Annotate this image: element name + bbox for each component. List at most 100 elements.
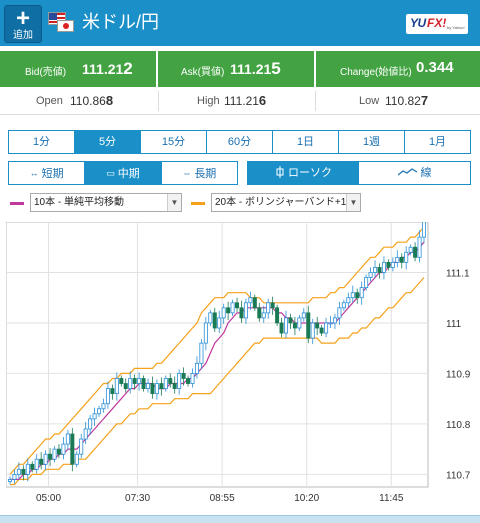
candle-body <box>88 418 93 430</box>
period-1day[interactable]: 1日 <box>273 131 339 153</box>
bid-panel[interactable]: Bid(売値) 111.212 <box>0 51 156 87</box>
term-medium[interactable]: ▭ 中期 <box>85 162 162 184</box>
indicator-bb: 20本 - ボリンジャーバンド+1 ▼ <box>191 193 361 213</box>
candle-body <box>283 317 288 334</box>
candle-body <box>359 287 364 299</box>
period-1min[interactable]: 1分 <box>9 131 75 153</box>
indicator-ma: 10本 - 単純平均移動 ▼ <box>10 193 182 213</box>
candle-body <box>408 246 413 253</box>
candle-body <box>266 302 271 314</box>
candle-body <box>150 383 155 395</box>
bb-lower-line <box>10 277 425 486</box>
candle-body <box>257 307 262 319</box>
add-button-label: 追加 <box>13 30 33 41</box>
low-cell: Low 110.827 <box>317 87 480 114</box>
period-1week[interactable]: 1週 <box>339 131 405 153</box>
plus-icon: + <box>15 5 30 32</box>
candle-body <box>235 302 240 309</box>
chart-type-selector: ローソク 線 <box>247 161 471 185</box>
candle-body <box>377 267 382 273</box>
candle-body <box>315 322 320 329</box>
x-tick-label: 10:20 <box>294 493 319 504</box>
line-icon <box>397 168 417 176</box>
candle-body <box>119 378 124 384</box>
ma-select[interactable]: 10本 - 単純平均移動 ▼ <box>30 193 182 212</box>
candle-body <box>332 317 337 324</box>
high-label: High <box>197 95 220 107</box>
bb-select[interactable]: 20本 - ボリンジャーバンド+1 ▼ <box>211 193 361 212</box>
candle-body <box>65 433 70 445</box>
candle-body <box>159 383 164 389</box>
period-1month[interactable]: 1月 <box>428 136 447 148</box>
change-label: Change(始値比) <box>340 67 412 78</box>
candle-body <box>186 378 191 384</box>
candle-body <box>328 322 333 325</box>
period-5min[interactable]: 5分 <box>75 131 141 153</box>
candle-body <box>145 383 150 389</box>
candle-body <box>56 448 61 455</box>
bid-label: Bid(売値) <box>25 67 67 78</box>
candle-body <box>381 261 386 273</box>
ask-label: Ask(買値) <box>181 67 225 78</box>
candle-body <box>355 292 360 299</box>
candle-body <box>181 373 186 379</box>
candle-body <box>386 261 391 268</box>
candle-body <box>168 378 173 384</box>
chart-type-candle[interactable]: ローソク <box>248 162 359 184</box>
x-tick-label: 05:00 <box>36 493 61 504</box>
candle-body <box>16 468 21 475</box>
ma-swatch <box>10 202 24 205</box>
period-15min[interactable]: 15分 <box>141 131 207 153</box>
plot-area <box>6 222 429 488</box>
term-long[interactable]: ⇔ 長期 <box>162 162 237 184</box>
candle-body <box>52 448 57 460</box>
candle-body <box>230 302 235 314</box>
candle-body <box>399 256 404 263</box>
high-value: 111.216 <box>224 93 267 108</box>
y-tick-label: 110.9 <box>446 369 471 380</box>
candle-body <box>194 362 199 374</box>
candle-body <box>203 322 208 344</box>
candle-body <box>114 378 119 395</box>
candle-body <box>208 312 213 324</box>
candle-body <box>137 378 142 384</box>
term-short[interactable]: ↔ 短期 <box>9 162 86 184</box>
candle-body <box>413 246 418 258</box>
candle-body <box>97 408 102 415</box>
candle-body <box>306 312 311 339</box>
chart-type-line[interactable]: 線 <box>359 162 470 184</box>
price-chart[interactable]: 110.7 110.8 110.9 111 111.1 05:00 07:30 08:55 10… <box>6 222 474 508</box>
period-60min[interactable]: 60分 <box>207 131 273 153</box>
candle-body <box>261 312 266 319</box>
candle-body <box>239 307 244 319</box>
open-value: 110.868 <box>70 93 114 108</box>
candle-body <box>21 468 26 475</box>
add-button[interactable]: + 追加 <box>4 5 42 43</box>
candle-body <box>70 433 75 465</box>
candle-body <box>34 458 39 470</box>
candle-body <box>217 317 222 329</box>
candle-body <box>123 383 128 389</box>
candle-body <box>346 297 351 304</box>
candle-body <box>105 388 110 405</box>
candle-body <box>319 327 324 334</box>
candle-body <box>141 378 146 389</box>
candle-body <box>92 413 97 420</box>
x-tick-label: 11:45 <box>379 493 404 504</box>
rate-row: Bid(売値) 111.212 Ask(買値) 111.215 Change(始… <box>0 51 480 87</box>
ask-value: 111.215 <box>230 59 281 78</box>
candle-body <box>199 342 204 364</box>
y-tick-label: 111 <box>446 319 462 330</box>
candle-body <box>177 373 182 389</box>
change-panel: Change(始値比) 0.344 <box>316 51 480 87</box>
low-value: 110.827 <box>385 93 429 108</box>
ask-panel[interactable]: Ask(買値) 111.215 <box>158 51 314 87</box>
candle-body <box>252 297 257 309</box>
candle-body <box>368 272 373 278</box>
candle-body <box>350 292 355 299</box>
x-tick-label: 08:55 <box>210 493 235 504</box>
candle-body <box>373 267 378 273</box>
candle-body <box>404 251 409 263</box>
ohl-row: Open 110.868 High 111.216 Low 110.827 <box>0 87 480 115</box>
bottom-strip <box>0 515 480 523</box>
